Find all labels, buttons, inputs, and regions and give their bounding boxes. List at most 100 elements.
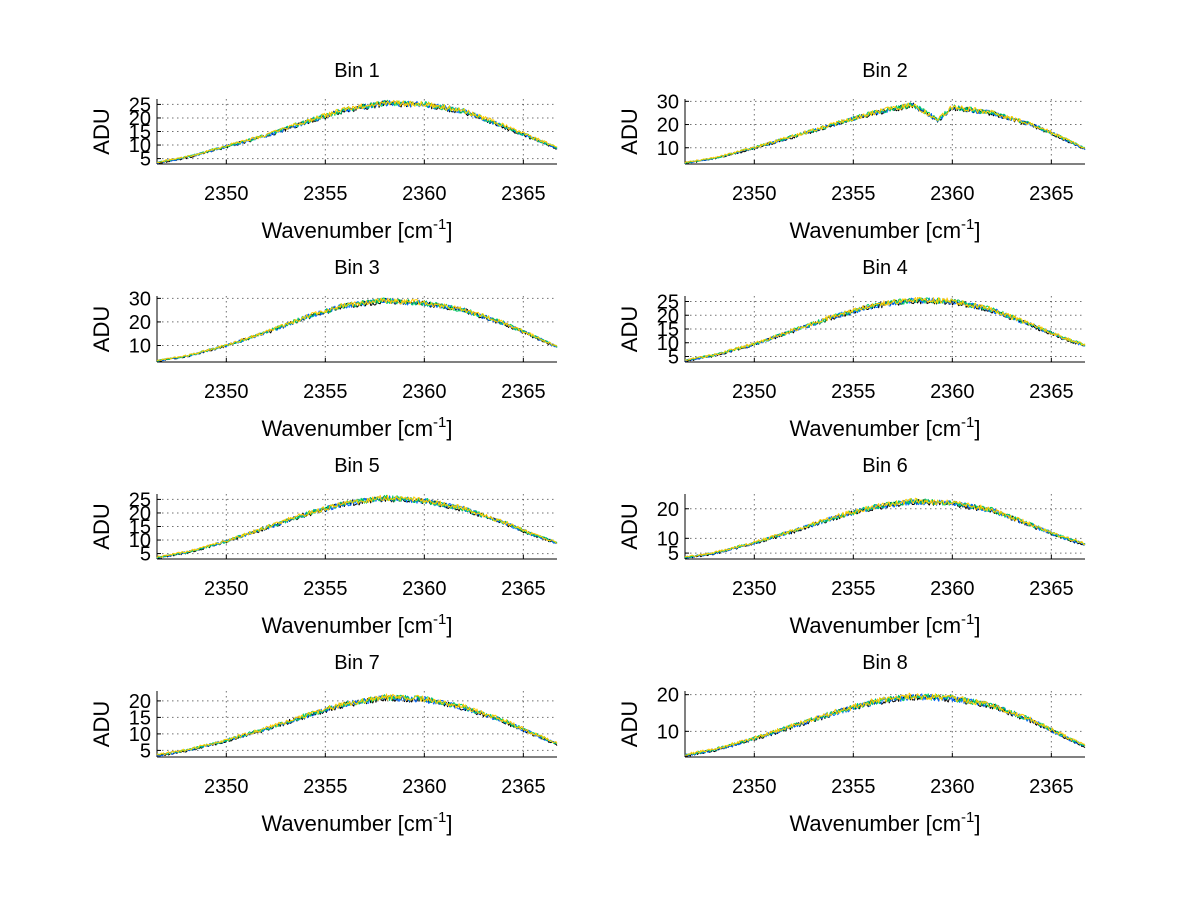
x-axis-label-bracket-open: [: [391, 613, 403, 638]
y-tick-label: 30: [129, 288, 151, 310]
series-line-1: [157, 100, 558, 164]
series-line-4: [684, 497, 1086, 558]
y-tick-label: 5: [668, 347, 679, 369]
y-tick-label: 10: [129, 135, 151, 157]
y-tick-label: 25: [657, 292, 679, 314]
x-axis-label-unit: cm: [404, 416, 433, 441]
plot-title: Bin 4: [862, 257, 908, 279]
y-tick-label: 15: [129, 707, 151, 729]
plot-title: Bin 1: [334, 60, 380, 82]
x-tick-label: 2365: [501, 776, 546, 798]
subplot-8: Bin 8 2350 2355 2360 2365 10 20 ADU Wavenumber […: [617, 652, 1086, 836]
y-tick-label: 20: [129, 691, 151, 713]
x-tick-label: 2365: [501, 578, 546, 600]
series-line-4: [684, 296, 1086, 361]
x-tick-label: 2360: [930, 578, 975, 600]
y-axis-label: ADU: [617, 306, 642, 352]
y-tick-label: 15: [657, 319, 679, 341]
y-tick-label: 20: [657, 685, 679, 707]
series-line-2: [684, 297, 1086, 362]
x-tick-label: 2355: [831, 578, 876, 600]
x-axis-label-bracket-close: ]: [974, 811, 980, 836]
x-axis-label: Wavenumber [cm-1]: [789, 216, 980, 243]
x-tick-label: 2350: [732, 776, 777, 798]
x-axis-label-name: Wavenumber: [789, 613, 919, 638]
x-axis-label-name: Wavenumber: [261, 613, 391, 638]
y-tick-label: 5: [668, 543, 679, 565]
x-tick-label: 2350: [732, 381, 777, 403]
x-axis-label: Wavenumber [cm-1]: [261, 216, 452, 243]
y-tick-label: 20: [129, 503, 151, 525]
y-tick-label: 30: [657, 91, 679, 113]
x-axis-label: Wavenumber [cm-1]: [261, 809, 452, 836]
x-axis-label-unit: cm: [932, 416, 961, 441]
x-axis-label-bracket-open: [: [919, 218, 931, 243]
x-axis-label-exponent: -1: [961, 216, 974, 233]
x-axis-label: Wavenumber [cm-1]: [789, 809, 980, 836]
y-tick-label: 20: [657, 115, 679, 137]
x-axis-label-bracket-open: [: [919, 811, 931, 836]
x-tick-label: 2350: [204, 183, 249, 205]
y-axis-label: ADU: [617, 503, 642, 549]
x-tick-label: 2355: [831, 776, 876, 798]
x-tick-label: 2360: [930, 776, 975, 798]
x-tick-label: 2355: [303, 183, 348, 205]
series-line-4: [684, 692, 1086, 756]
x-tick-label: 2360: [402, 381, 447, 403]
x-axis-label-bracket-close: ]: [446, 811, 452, 836]
series-line-3: [684, 102, 1086, 164]
y-tick-label: 5: [140, 149, 151, 171]
series-line-4: [156, 99, 558, 164]
y-tick-label: 20: [129, 312, 151, 334]
x-tick-label: 2355: [831, 183, 876, 205]
x-axis-label-exponent: -1: [433, 809, 446, 826]
x-axis-label-exponent: -1: [433, 414, 446, 431]
x-axis-label-unit: cm: [932, 613, 961, 638]
x-axis-label-bracket-close: ]: [974, 416, 980, 441]
x-axis-label-name: Wavenumber: [789, 218, 919, 243]
y-tick-label: 5: [140, 740, 151, 762]
x-tick-label: 2360: [402, 578, 447, 600]
subplot-6: Bin 6 2350 2355 2360 2365 510 20 ADU Wavenumber …: [617, 455, 1086, 638]
x-axis-label: Wavenumber [cm-1]: [789, 611, 980, 638]
y-tick-label: 10: [657, 333, 679, 355]
y-tick-label: 15: [129, 122, 151, 144]
x-tick-label: 2365: [501, 183, 546, 205]
y-tick-label: 10: [657, 721, 679, 743]
x-axis-label-bracket-close: ]: [446, 613, 452, 638]
plot-title: Bin 5: [334, 455, 380, 477]
plot-title: Bin 2: [862, 60, 908, 82]
series-line-1: [156, 496, 558, 560]
x-tick-label: 2365: [1029, 578, 1074, 600]
x-axis-label-exponent: -1: [961, 809, 974, 826]
x-tick-label: 2355: [303, 578, 348, 600]
x-axis-label: Wavenumber [cm-1]: [261, 414, 452, 441]
x-axis-label-unit: cm: [404, 811, 433, 836]
y-axis-label: ADU: [617, 701, 642, 747]
x-axis-label-exponent: -1: [433, 216, 446, 233]
x-tick-label: 2350: [204, 381, 249, 403]
x-axis-label-bracket-open: [: [391, 811, 403, 836]
y-tick-label: 10: [129, 530, 151, 552]
y-axis-label: ADU: [89, 108, 114, 154]
x-tick-label: 2350: [204, 776, 249, 798]
x-tick-label: 2365: [501, 381, 546, 403]
series-line-1: [156, 297, 558, 362]
x-axis-label-name: Wavenumber: [261, 218, 391, 243]
plot-title: Bin 6: [862, 455, 908, 477]
series-line-3: [684, 498, 1086, 559]
plot-title: Bin 7: [334, 652, 380, 674]
y-tick-label: 15: [129, 517, 151, 539]
x-tick-label: 2350: [204, 578, 249, 600]
series-line-1: [684, 298, 1086, 362]
x-axis-label-bracket-close: ]: [446, 416, 452, 441]
series-line-3: [156, 297, 558, 362]
x-tick-label: 2360: [402, 776, 447, 798]
x-axis-label-unit: cm: [932, 218, 961, 243]
x-axis-label-bracket-close: ]: [446, 218, 452, 243]
x-axis-label-bracket-close: ]: [974, 613, 980, 638]
